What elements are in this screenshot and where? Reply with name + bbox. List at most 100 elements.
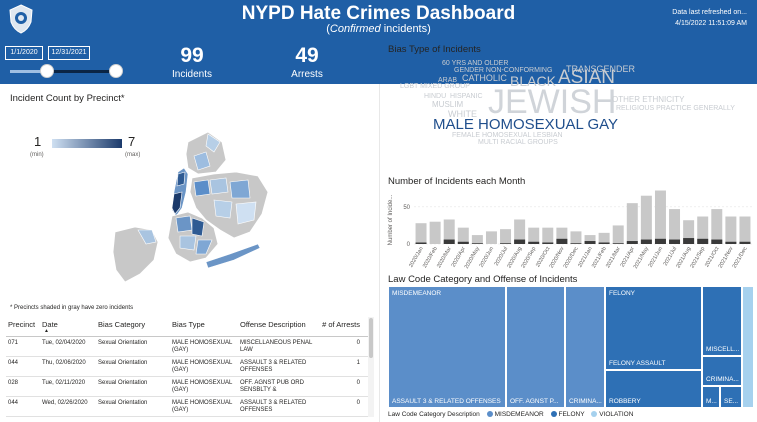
- bias-word[interactable]: HISPANIC: [450, 93, 483, 100]
- start-date-input[interactable]: 1/1/2020: [5, 46, 43, 60]
- bias-word[interactable]: WHITE: [448, 109, 477, 119]
- bar-total[interactable]: [725, 216, 737, 244]
- bar-confirmed[interactable]: [415, 242, 427, 244]
- bar-total[interactable]: [598, 232, 610, 244]
- bar-confirmed[interactable]: [514, 239, 526, 244]
- table-scroll-thumb[interactable]: [369, 318, 373, 358]
- table-row[interactable]: 071 Tue, 02/04/2020 Sexual Orientation MALE…: [6, 337, 374, 357]
- bar-confirmed[interactable]: [542, 242, 554, 244]
- precinct-region[interactable]: [179, 235, 197, 251]
- col-header-offense[interactable]: Offense Description: [240, 320, 306, 329]
- bias-word[interactable]: TRANSGENDER: [566, 64, 636, 74]
- precinct-region[interactable]: [213, 199, 233, 219]
- bar-total[interactable]: [542, 227, 554, 244]
- bar-total[interactable]: [457, 227, 469, 244]
- col-header-precinct[interactable]: Precinct: [8, 320, 36, 329]
- bar-total[interactable]: [415, 223, 427, 244]
- bar-total[interactable]: [584, 235, 596, 244]
- bar-total[interactable]: [570, 231, 582, 244]
- precinct-region[interactable]: [209, 177, 229, 195]
- treemap-cell-se[interactable]: SE...: [720, 386, 742, 408]
- law-code-treemap[interactable]: MISDEMEANOR ASSAULT 3 & RELATED OFFENSES…: [388, 286, 754, 408]
- bar-total[interactable]: [669, 209, 681, 244]
- bias-word[interactable]: MALE HOMOSEXUAL GAY: [433, 116, 619, 133]
- precinct-region[interactable]: [137, 229, 157, 245]
- bar-total[interactable]: [471, 235, 483, 244]
- bar-total[interactable]: [528, 227, 540, 244]
- bar-confirmed[interactable]: [669, 239, 681, 244]
- treemap-cell-felony-assault[interactable]: FELONY FELONY ASSAULT: [605, 286, 702, 370]
- bar-confirmed[interactable]: [654, 238, 666, 244]
- rockaway-region[interactable]: [205, 243, 261, 269]
- bar-total[interactable]: [739, 216, 751, 244]
- bar-confirmed[interactable]: [556, 238, 568, 244]
- bar-confirmed[interactable]: [471, 243, 483, 244]
- bar-total[interactable]: [711, 209, 723, 244]
- legend-label-felony[interactable]: FELONY: [558, 411, 585, 418]
- bias-word[interactable]: CATHOLIC: [462, 73, 507, 83]
- bar-total[interactable]: [640, 195, 652, 244]
- bias-word[interactable]: RELIGIOUS PRACTICE GENERALLY: [616, 105, 735, 112]
- end-date-input[interactable]: 12/31/2021: [48, 46, 90, 60]
- precinct-region[interactable]: [191, 217, 205, 237]
- treemap-cell-miscellaneous[interactable]: MISCELL...: [702, 286, 742, 356]
- bar-total[interactable]: [514, 219, 526, 244]
- bar-confirmed[interactable]: [640, 239, 652, 244]
- bias-word[interactable]: MUSLIM: [432, 100, 464, 109]
- treemap-cell-robbery[interactable]: ROBBERY: [605, 370, 702, 408]
- legend-label-violation[interactable]: VIOLATION: [599, 411, 634, 418]
- bar-confirmed[interactable]: [584, 241, 596, 244]
- treemap-cell-criminal-mischief[interactable]: CRIMINA...: [565, 286, 605, 408]
- bar-total[interactable]: [556, 227, 568, 244]
- precinct-region[interactable]: [235, 201, 257, 225]
- bar-confirmed[interactable]: [739, 241, 751, 244]
- col-header-bias-type[interactable]: Bias Type: [172, 320, 205, 329]
- bar-total[interactable]: [485, 231, 497, 244]
- bias-word[interactable]: FEMALE HOMOSEXUAL LESBIAN: [452, 132, 563, 139]
- precinct-region[interactable]: [195, 239, 213, 255]
- bar-confirmed[interactable]: [443, 239, 455, 244]
- treemap-cell-violation[interactable]: [742, 286, 754, 408]
- col-header-arrests[interactable]: # of Arrests: [322, 320, 360, 329]
- treemap-cell-m[interactable]: M...: [702, 386, 720, 408]
- bar-confirmed[interactable]: [457, 241, 469, 244]
- bar-confirmed[interactable]: [711, 239, 723, 244]
- bias-word[interactable]: 60 YRS AND OLDER: [442, 60, 509, 67]
- treemap-cell-off-agnst[interactable]: OFF. AGNST P...: [506, 286, 565, 408]
- sort-ascending-icon[interactable]: ▲: [44, 328, 49, 334]
- bar-confirmed[interactable]: [528, 241, 540, 244]
- bias-word[interactable]: HINDU: [424, 93, 447, 100]
- bar-total[interactable]: [697, 216, 709, 244]
- precinct-region[interactable]: [171, 191, 183, 215]
- bar-confirmed[interactable]: [612, 243, 624, 244]
- precinct-region[interactable]: [176, 171, 186, 187]
- bar-total[interactable]: [443, 219, 455, 244]
- bias-word[interactable]: ARAB: [438, 77, 458, 84]
- table-row[interactable]: 044 Thu, 02/06/2020 Sexual Orientation MALE…: [6, 357, 374, 377]
- table-row[interactable]: 028 Tue, 02/11/2020 Sexual Orientation MALE…: [6, 377, 374, 397]
- bias-word[interactable]: GENDER NON-CONFORMING: [454, 67, 553, 74]
- legend-label-misdemeanor[interactable]: MISDEMEANOR: [494, 411, 544, 418]
- precinct-region[interactable]: [193, 151, 211, 171]
- bias-word[interactable]: BLACK: [510, 73, 556, 89]
- bias-word[interactable]: MULTI RACIAL GROUPS: [478, 139, 558, 146]
- bar-confirmed[interactable]: [570, 243, 582, 244]
- bar-total[interactable]: [429, 221, 441, 244]
- bias-word-cloud[interactable]: 60 YRS AND OLDER GENDER NON-CONFORMING TRA…: [388, 55, 748, 155]
- date-slider-start-handle[interactable]: [40, 64, 54, 78]
- precinct-region[interactable]: [175, 215, 193, 233]
- col-header-date[interactable]: Date: [42, 320, 58, 329]
- precinct-region[interactable]: [193, 179, 211, 197]
- table-row[interactable]: 044 Wed, 02/26/2020 Sexual Orientation MALE…: [6, 397, 374, 417]
- bar-confirmed[interactable]: [626, 241, 638, 244]
- precinct-map[interactable]: [110, 112, 275, 292]
- precinct-region[interactable]: [205, 133, 221, 153]
- bias-word[interactable]: OTHER ETHNICITY: [612, 95, 685, 104]
- bar-total[interactable]: [612, 225, 624, 244]
- bar-confirmed[interactable]: [500, 243, 512, 244]
- bar-total[interactable]: [683, 220, 695, 244]
- bar-confirmed[interactable]: [598, 242, 610, 244]
- bar-confirmed[interactable]: [697, 238, 709, 244]
- precinct-region[interactable]: [229, 179, 251, 199]
- bias-word[interactable]: LGBT MIXED GROUP: [400, 83, 470, 90]
